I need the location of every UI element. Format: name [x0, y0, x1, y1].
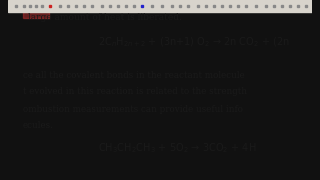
Text: t evolved in this reaction is related to the strength: t evolved in this reaction is related to…	[23, 87, 247, 96]
Text: ce all the covalent bonds in the reactant molecule: ce all the covalent bonds in the reactan…	[23, 71, 245, 80]
Text: 2C$_n$H$_{2n+2}$ + (3n+1) O$_2$ → 2n CO$_2$ + (2n: 2C$_n$H$_{2n+2}$ + (3n+1) O$_2$ → 2n CO$…	[98, 35, 290, 49]
Text: ecules.: ecules.	[23, 122, 54, 130]
Text: ombustion measurements can provide useful info: ombustion measurements can provide usefu…	[23, 105, 243, 114]
Bar	[23, 10, 49, 18]
Bar	[8, 0, 312, 12]
Text: CH$_3$CH$_2$CH$_3$ + 5O$_2$ → 3CO$_2$ + 4H: CH$_3$CH$_2$CH$_3$ + 5O$_2$ → 3CO$_2$ + …	[98, 141, 256, 155]
Text: large amount of heat is liberated.: large amount of heat is liberated.	[28, 12, 182, 21]
